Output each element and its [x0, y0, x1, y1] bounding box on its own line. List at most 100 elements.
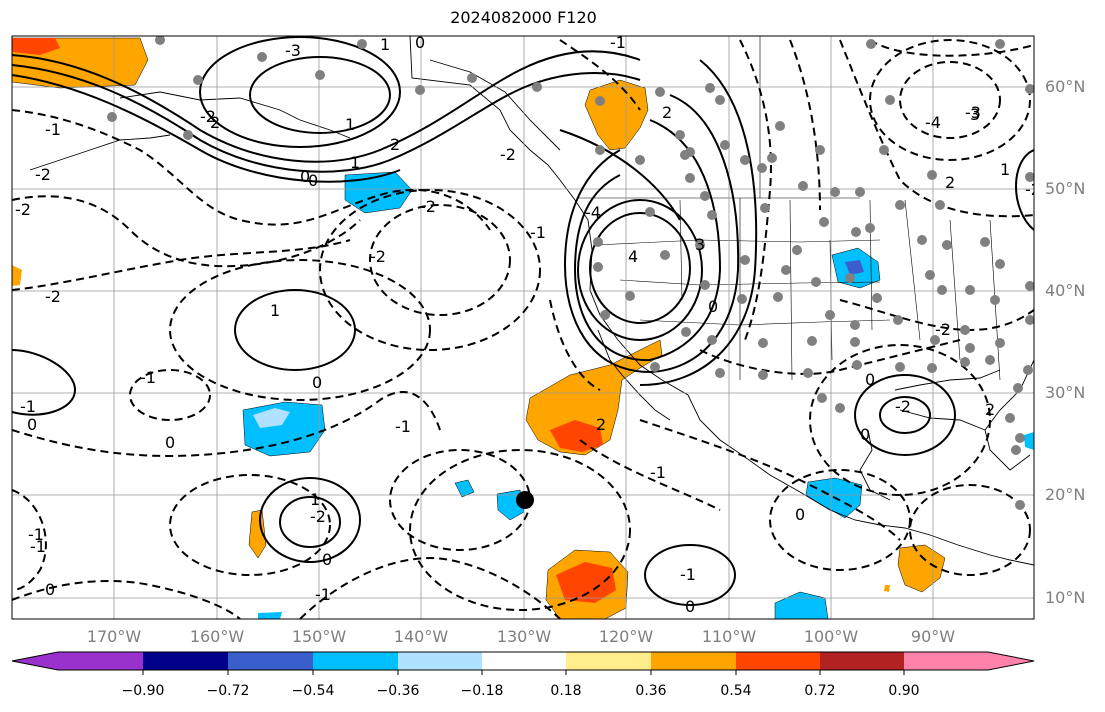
cyan-fill-eastedge — [1024, 432, 1034, 450]
contour-label: -2 — [200, 107, 216, 126]
contour-label: 0 — [322, 550, 332, 569]
contour-label: 0 — [415, 33, 425, 52]
contour-label: 1 — [270, 301, 280, 320]
contour-label: 0 — [312, 373, 322, 392]
contour-label: -1 — [30, 537, 46, 556]
lon-label-150w: 150°W — [291, 627, 347, 646]
colorbar-right-arrow — [988, 652, 1034, 670]
contour-label: 2 — [945, 173, 955, 192]
dashed-contours — [12, 39, 1034, 619]
contour-label: 3 — [695, 235, 705, 254]
contour-label: -1 — [680, 565, 696, 584]
contour-label: 1 — [350, 153, 360, 172]
contour-label: -2 — [500, 145, 516, 164]
contour-label: 2 — [596, 415, 606, 434]
colorbar — [11, 651, 1035, 675]
cyan-fill-pacific — [242, 401, 326, 457]
colorbar-tick-label: −0.18 — [460, 683, 504, 699]
black-dot-marker — [516, 491, 534, 509]
contour-label: -4 — [585, 203, 601, 222]
contour-label: -3 — [285, 41, 301, 60]
colorbar-segment — [736, 652, 820, 670]
colorbar-segment — [651, 652, 736, 670]
colorbar-segment — [566, 652, 651, 670]
colorbar-tick-label: 0.90 — [888, 683, 920, 699]
orange-fill-westedge — [12, 265, 22, 286]
contour-label: -2 — [45, 287, 61, 306]
contour-label: 0 — [795, 505, 805, 524]
colorbar-tick-label: 0.54 — [720, 683, 752, 699]
contour-label: -2 — [1025, 180, 1041, 199]
contour-label: 2 — [390, 135, 400, 154]
contour-label: -1 — [140, 368, 156, 387]
contour-label: 1 — [345, 115, 355, 134]
contour-label: -2 — [895, 397, 911, 416]
colorbar-outline — [11, 651, 1035, 671]
lat-label-10n: 10°N — [1045, 588, 1086, 607]
cyan-fill-small1 — [454, 479, 475, 498]
red-fill-south — [556, 562, 616, 603]
lon-label-130w: 130°W — [496, 627, 552, 646]
contour-label: 0 — [308, 171, 318, 190]
contour-label: -3 — [965, 103, 981, 122]
lat-label-30n: 30°N — [1045, 383, 1086, 402]
contour-label: 2 — [985, 400, 995, 419]
lon-label-120w: 120°W — [598, 627, 654, 646]
contour-label: 2 — [210, 113, 220, 132]
lat-label-20n: 20°N — [1045, 485, 1086, 504]
colorbar-segment — [143, 652, 228, 670]
map-frame — [11, 35, 1035, 620]
colorbar-segment — [398, 652, 482, 670]
colorbar-tick-label: −0.36 — [376, 683, 420, 699]
colorbar-tick-label: −0.54 — [291, 683, 335, 699]
contour-label: 1 — [310, 490, 320, 509]
contour-label: 0 — [165, 433, 175, 452]
lat-label-60n: 60°N — [1045, 77, 1086, 96]
lon-label-110w: 110°W — [701, 627, 757, 646]
contour-label: -1 — [20, 397, 36, 416]
lat-label-40n: 40°N — [1045, 281, 1086, 300]
contour-label: 2 — [662, 103, 672, 122]
colorbar-segment — [820, 652, 904, 670]
colorbar-tick-label: −0.72 — [206, 683, 250, 699]
blue-fill-plains — [845, 260, 864, 275]
contour-label: 1 — [1000, 160, 1010, 179]
station-dots — [107, 36, 1034, 510]
colorbar-tick-label: −0.90 — [121, 683, 165, 699]
contour-label: 3 — [970, 105, 980, 124]
contour-label: 0 — [685, 597, 695, 616]
contour-label: -2 — [420, 197, 436, 216]
colorbar-tick-label: 0.72 — [804, 683, 836, 699]
contour-label: -1 — [650, 463, 666, 482]
anomaly-fills — [12, 37, 1034, 619]
lon-label-100w: 100°W — [803, 627, 859, 646]
map-plot-area: -3 -1 1 -2 -2 -2 -1 2 3 2 -2 1 -2 -1 1 0… — [12, 33, 1041, 619]
lon-label-140w: 140°W — [393, 627, 449, 646]
contour-label: 0 — [45, 580, 55, 599]
contour-label: -4 — [925, 113, 941, 132]
contour-label: -2 — [935, 320, 951, 339]
contour-label: -1 — [45, 120, 61, 139]
colorbar-segment — [58, 652, 143, 670]
contour-label: -2 — [35, 165, 51, 184]
colorbar-segment — [482, 652, 566, 670]
colorbar-tick-label: 0.18 — [550, 683, 582, 699]
contour-label: 1 — [380, 35, 390, 54]
contour-label: 0 — [27, 415, 37, 434]
contour-label: -1 — [28, 525, 44, 544]
contour-label: -1 — [530, 223, 546, 242]
contour-label: -2 — [310, 507, 326, 526]
contour-label: -2 — [370, 247, 386, 266]
contour-label: 0 — [708, 297, 718, 316]
lon-label-160w: 160°W — [189, 627, 245, 646]
orange-fill-tiny — [884, 585, 890, 592]
lat-label-50n: 50°N — [1045, 179, 1086, 198]
contour-label: 4 — [628, 247, 638, 266]
cyan-fill-southwest — [258, 612, 282, 619]
red-fill-baja — [550, 420, 603, 452]
cyan-fill-south — [774, 591, 829, 619]
contour-label: -1 — [315, 585, 331, 604]
contour-label: 0 — [865, 370, 875, 389]
colorbar-segment — [228, 652, 313, 670]
